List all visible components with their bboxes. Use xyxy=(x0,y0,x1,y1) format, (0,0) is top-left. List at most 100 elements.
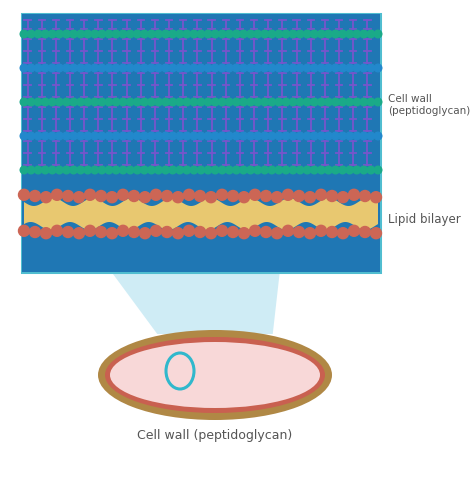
Circle shape xyxy=(359,191,371,202)
Circle shape xyxy=(194,227,206,238)
Circle shape xyxy=(40,228,52,239)
Circle shape xyxy=(316,225,327,236)
Circle shape xyxy=(282,64,290,72)
Circle shape xyxy=(63,98,70,106)
Circle shape xyxy=(353,166,361,174)
Circle shape xyxy=(34,30,42,38)
Circle shape xyxy=(233,166,240,174)
Circle shape xyxy=(162,191,173,202)
Circle shape xyxy=(206,228,217,239)
Circle shape xyxy=(197,98,205,106)
Circle shape xyxy=(240,98,247,106)
Circle shape xyxy=(176,64,183,72)
Circle shape xyxy=(332,132,339,140)
Circle shape xyxy=(233,132,240,140)
Circle shape xyxy=(107,228,118,239)
Circle shape xyxy=(296,64,304,72)
Circle shape xyxy=(318,30,325,38)
Circle shape xyxy=(91,166,99,174)
Circle shape xyxy=(55,30,63,38)
Circle shape xyxy=(371,192,382,203)
Circle shape xyxy=(183,30,191,38)
Circle shape xyxy=(176,30,183,38)
Circle shape xyxy=(197,30,205,38)
Circle shape xyxy=(346,132,354,140)
Circle shape xyxy=(41,132,49,140)
Circle shape xyxy=(29,191,40,202)
Circle shape xyxy=(348,189,359,200)
Circle shape xyxy=(282,132,290,140)
Circle shape xyxy=(367,98,375,106)
Circle shape xyxy=(289,64,297,72)
Circle shape xyxy=(254,98,262,106)
Circle shape xyxy=(119,64,127,72)
Circle shape xyxy=(183,132,191,140)
Circle shape xyxy=(353,30,361,38)
Circle shape xyxy=(55,98,63,106)
Text: Cell wall (peptidoglycan): Cell wall (peptidoglycan) xyxy=(137,430,292,443)
Circle shape xyxy=(70,98,77,106)
Circle shape xyxy=(367,166,375,174)
Circle shape xyxy=(55,166,63,174)
Circle shape xyxy=(98,64,106,72)
Circle shape xyxy=(41,30,49,38)
Circle shape xyxy=(34,98,42,106)
Circle shape xyxy=(374,30,382,38)
Circle shape xyxy=(226,166,233,174)
Circle shape xyxy=(296,132,304,140)
Circle shape xyxy=(282,30,290,38)
Circle shape xyxy=(70,30,77,38)
Circle shape xyxy=(233,30,240,38)
Circle shape xyxy=(353,132,361,140)
Circle shape xyxy=(238,192,249,203)
Circle shape xyxy=(73,228,84,239)
Circle shape xyxy=(18,225,29,236)
Circle shape xyxy=(141,132,148,140)
Circle shape xyxy=(371,228,382,239)
Circle shape xyxy=(147,132,155,140)
Circle shape xyxy=(169,64,176,72)
Circle shape xyxy=(348,225,359,236)
Circle shape xyxy=(261,166,268,174)
Circle shape xyxy=(169,166,176,174)
Circle shape xyxy=(20,64,28,72)
Circle shape xyxy=(183,64,191,72)
Circle shape xyxy=(105,132,113,140)
Circle shape xyxy=(310,166,318,174)
Circle shape xyxy=(353,98,361,106)
Circle shape xyxy=(84,30,91,38)
Circle shape xyxy=(112,30,120,38)
Circle shape xyxy=(141,166,148,174)
Circle shape xyxy=(27,64,35,72)
Circle shape xyxy=(204,98,212,106)
Circle shape xyxy=(337,228,348,239)
Circle shape xyxy=(118,189,128,200)
Circle shape xyxy=(268,132,275,140)
Circle shape xyxy=(346,166,354,174)
Circle shape xyxy=(217,225,228,236)
Circle shape xyxy=(249,189,261,200)
Circle shape xyxy=(41,98,49,106)
Circle shape xyxy=(34,132,42,140)
Circle shape xyxy=(240,30,247,38)
Circle shape xyxy=(289,132,297,140)
Circle shape xyxy=(194,191,206,202)
Circle shape xyxy=(360,166,368,174)
Circle shape xyxy=(52,189,63,200)
Circle shape xyxy=(339,98,346,106)
Circle shape xyxy=(95,227,107,238)
Circle shape xyxy=(127,30,134,38)
Circle shape xyxy=(219,98,226,106)
Circle shape xyxy=(303,132,311,140)
Circle shape xyxy=(134,30,141,38)
Circle shape xyxy=(155,30,162,38)
Circle shape xyxy=(151,189,162,200)
Circle shape xyxy=(275,166,283,174)
Circle shape xyxy=(55,64,63,72)
Circle shape xyxy=(139,192,151,203)
Circle shape xyxy=(155,98,162,106)
Circle shape xyxy=(77,132,84,140)
Circle shape xyxy=(84,64,91,72)
Circle shape xyxy=(275,64,283,72)
Circle shape xyxy=(247,132,255,140)
